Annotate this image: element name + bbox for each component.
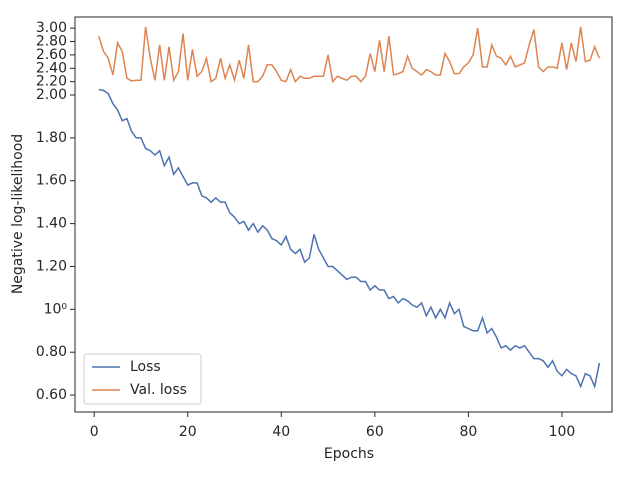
y-tick-label: 3.00: [36, 20, 67, 36]
x-tick-label: 100: [549, 424, 576, 440]
x-axis-label: Epochs: [324, 446, 374, 462]
line-series: [98, 26, 601, 84]
x-tick-label: 20: [179, 424, 197, 440]
legend-label: Loss: [130, 359, 161, 375]
y-tick-label: 1.20: [36, 258, 67, 274]
x-tick-label: 40: [272, 424, 290, 440]
y-tick-label: 0.60: [36, 387, 67, 403]
y-tick-label: 2.80: [36, 34, 67, 50]
y-tick-label: 1.80: [36, 130, 67, 146]
x-tick-label: 80: [459, 424, 477, 440]
y-tick-label: 10⁰: [44, 301, 68, 317]
line-series: [98, 88, 601, 389]
y-tick-label: 2.20: [36, 74, 67, 90]
y-tick-label: 0.80: [36, 344, 67, 360]
y-tick-label: 2.40: [36, 60, 67, 76]
y-tick-label: 1.60: [36, 173, 67, 189]
y-axis-label: Negative log-likelihood: [10, 134, 26, 294]
y-tick-label: 2.00: [36, 87, 67, 103]
legend-label: Val. loss: [130, 382, 187, 398]
plot-frame: [74, 16, 613, 413]
y-tick-label: 2.60: [36, 47, 67, 63]
y-tick-label: 1.40: [36, 216, 67, 232]
x-tick-label: 60: [366, 424, 384, 440]
x-tick-label: 0: [90, 424, 99, 440]
